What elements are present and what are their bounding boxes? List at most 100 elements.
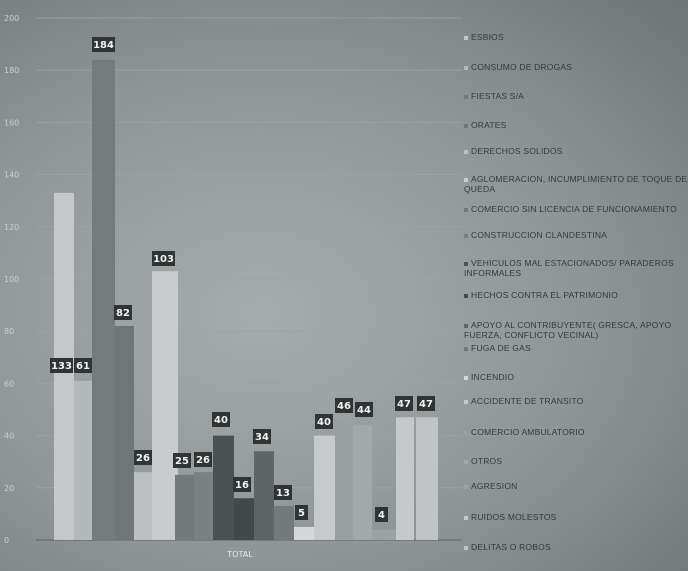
bar-19 bbox=[416, 417, 438, 540]
legend-swatch bbox=[464, 293, 468, 298]
bar-9 bbox=[213, 435, 234, 540]
x-category-label-0: TOTAL bbox=[226, 550, 253, 559]
legend-item: ACCIDENTE DE TRANSITO bbox=[464, 396, 688, 406]
legend-swatch bbox=[464, 261, 468, 266]
data-label-box-16 bbox=[355, 402, 373, 417]
data-label-9: 40 bbox=[214, 415, 228, 426]
legend-label: CONSTRUCCION CLANDESTINA bbox=[471, 230, 608, 240]
y-tick-label-40: 40 bbox=[4, 432, 14, 441]
legend-swatch bbox=[464, 459, 468, 464]
data-label-box-1 bbox=[50, 358, 73, 373]
data-label-box-17 bbox=[375, 507, 388, 522]
bar-12 bbox=[274, 506, 294, 540]
data-label-box-4 bbox=[114, 305, 132, 320]
y-tick-label-0: 0 bbox=[4, 536, 9, 545]
legend-label: DERECHOS SOLIDOS bbox=[471, 146, 563, 156]
legend-item: INCENDIO bbox=[464, 372, 688, 382]
data-label-box-7 bbox=[173, 453, 191, 468]
data-label-box-18 bbox=[395, 396, 413, 411]
legend-item: ESBIOS bbox=[464, 32, 688, 42]
chart-legend: ESBIOS CONSUMO DE DROGAS FIESTAS S/A ORATES… bbox=[464, 24, 688, 564]
y-tick-label-140: 140 bbox=[4, 171, 19, 180]
legend-item: DERECHOS SOLIDOS bbox=[464, 146, 688, 156]
data-label-box-9 bbox=[212, 412, 230, 427]
data-label-14: 40 bbox=[317, 417, 331, 428]
data-label-10: 16 bbox=[235, 480, 249, 491]
legend-label: COMERCIO SIN LICENCIA DE FUNCIONAMIENTO bbox=[471, 204, 677, 214]
legend-label: ESBIOS bbox=[471, 32, 504, 42]
y-tick-label-20: 20 bbox=[4, 484, 14, 493]
legend-swatch bbox=[464, 545, 468, 550]
legend-swatch bbox=[464, 430, 468, 435]
legend-item: FUGA DE GAS bbox=[464, 343, 688, 353]
legend-label: FIESTAS S/A bbox=[471, 91, 525, 101]
y-tick-label-160: 160 bbox=[4, 118, 19, 127]
data-label-12: 13 bbox=[276, 488, 290, 499]
y-tick-label-100: 100 bbox=[4, 275, 19, 284]
data-label-17: 4 bbox=[378, 510, 385, 521]
legend-swatch bbox=[464, 375, 468, 380]
legend-item: COMERCIO AMBULATORIO bbox=[464, 427, 688, 437]
legend-swatch bbox=[464, 94, 468, 99]
bar-17 bbox=[372, 529, 398, 540]
legend-swatch bbox=[464, 399, 468, 404]
legend-item: APOYO AL CONTRIBUYENTE( GRESCA, APOYO FU… bbox=[464, 320, 688, 340]
legend-label: DELITAS O ROBOS bbox=[471, 542, 551, 552]
legend-swatch bbox=[464, 515, 468, 520]
legend-item: ORATES bbox=[464, 120, 688, 130]
legend-item: RUIDOS MOLESTOS bbox=[464, 512, 688, 522]
data-label-box-14 bbox=[315, 414, 333, 429]
data-label-box-12 bbox=[274, 485, 292, 500]
bar-13 bbox=[294, 526, 315, 540]
legend-item: FIESTAS S/A bbox=[464, 91, 688, 101]
legend-label: CONSUMO DE DROGAS bbox=[471, 62, 573, 72]
legend-label: HECHOS CONTRA EL PATRIMONIO bbox=[471, 290, 618, 300]
data-label-box-6 bbox=[152, 251, 175, 266]
legend-label: OTROS bbox=[471, 456, 503, 466]
data-label-box-19 bbox=[417, 396, 435, 411]
legend-swatch bbox=[464, 123, 468, 128]
legend-label: RUIDOS MOLESTOS bbox=[471, 512, 557, 522]
bar-18 bbox=[396, 417, 414, 540]
data-label-15: 46 bbox=[337, 401, 351, 412]
legend-item: DELITAS O ROBOS bbox=[464, 542, 688, 552]
data-label-box-10 bbox=[233, 477, 251, 492]
y-tick-label-60: 60 bbox=[4, 379, 14, 388]
data-label-6: 103 bbox=[153, 254, 174, 265]
y-tick-label-120: 120 bbox=[4, 223, 19, 232]
legend-label: APOYO AL CONTRIBUYENTE( GRESCA, APOYO FU… bbox=[464, 320, 672, 340]
data-label-5: 26 bbox=[136, 453, 150, 464]
y-tick-label-180: 180 bbox=[4, 66, 19, 75]
data-label-box-8 bbox=[194, 452, 212, 467]
data-label-16: 44 bbox=[357, 405, 371, 416]
y-tick-label-200: 200 bbox=[4, 14, 19, 23]
legend-swatch bbox=[464, 484, 468, 489]
legend-label: ORATES bbox=[471, 120, 507, 130]
data-label-2: 61 bbox=[76, 361, 90, 372]
data-label-4: 82 bbox=[116, 308, 130, 319]
bar-16 bbox=[353, 425, 372, 540]
data-label-1: 133 bbox=[51, 361, 72, 372]
legend-item: AGRESION bbox=[464, 481, 688, 491]
data-label-box-13 bbox=[295, 505, 308, 520]
legend-item: VEHICULOS MAL ESTACIONADOS/ PARADEROS IN… bbox=[464, 258, 688, 278]
bar-7 bbox=[175, 474, 194, 540]
data-label-18: 47 bbox=[397, 399, 411, 410]
legend-item: COMERCIO SIN LICENCIA DE FUNCIONAMIENTO bbox=[464, 204, 688, 214]
bar-11 bbox=[254, 451, 274, 540]
legend-swatch bbox=[464, 65, 468, 70]
data-label-box-5 bbox=[134, 450, 152, 465]
data-label-11: 34 bbox=[255, 432, 269, 443]
bar-6 bbox=[152, 271, 178, 540]
legend-item: AGLOMERACION, INCUMPLIMIENTO DE TOQUE DE… bbox=[464, 174, 688, 194]
legend-swatch bbox=[464, 233, 468, 238]
legend-label: AGLOMERACION, INCUMPLIMIENTO DE TOQUE DE… bbox=[464, 174, 688, 194]
legend-swatch bbox=[464, 323, 468, 328]
data-label-7: 25 bbox=[175, 456, 189, 467]
data-label-19: 47 bbox=[419, 399, 433, 410]
legend-swatch bbox=[464, 35, 468, 40]
legend-swatch bbox=[464, 346, 468, 351]
data-label-box-2 bbox=[74, 358, 92, 373]
bar-5 bbox=[134, 472, 153, 540]
